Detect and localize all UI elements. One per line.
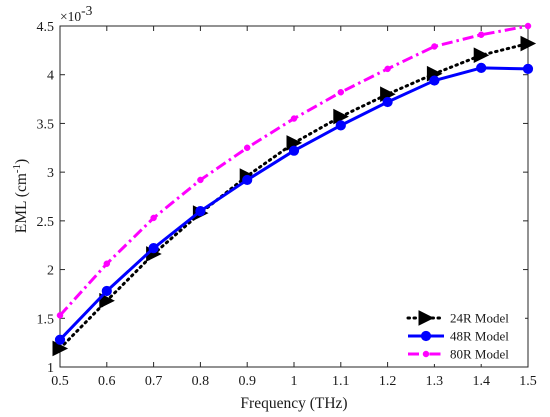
legend-label: 80R Model xyxy=(450,347,509,362)
y-tick-label: 1.5 xyxy=(37,312,55,327)
x-tick-label: 1.5 xyxy=(519,374,537,389)
x-tick-label: 1 xyxy=(291,374,298,389)
series-3 xyxy=(56,22,532,319)
y-tick-label: 1 xyxy=(47,361,54,376)
data-point xyxy=(290,115,298,122)
data-point xyxy=(52,340,69,357)
axis-ticks xyxy=(59,25,529,368)
x-tick-label: 0.5 xyxy=(51,374,69,389)
data-point xyxy=(337,89,345,96)
data-point xyxy=(476,62,487,73)
legend: 24R Model 48R Model 80R Model xyxy=(402,307,525,364)
data-point xyxy=(148,243,159,254)
data-point xyxy=(522,63,534,74)
x-tick-label: 0.8 xyxy=(192,374,210,389)
data-point xyxy=(101,285,112,297)
legend-marker xyxy=(422,350,430,358)
data-point xyxy=(431,43,438,50)
y-axis-title: EML (cm-1) xyxy=(11,159,30,233)
x-axis-title: Frequency (THz) xyxy=(240,395,347,412)
legend-marker xyxy=(418,310,435,326)
legend-entry: 24R Model xyxy=(406,310,509,326)
y-tick-label: 2 xyxy=(47,264,54,279)
y-tick-label: 4.5 xyxy=(37,20,55,35)
data-point xyxy=(243,144,251,152)
y-tick-label: 2.5 xyxy=(37,215,55,230)
data-point xyxy=(195,206,206,217)
data-point xyxy=(477,31,485,39)
data-point xyxy=(288,145,300,156)
legend-label: 48R Model xyxy=(450,329,509,344)
data-point xyxy=(99,292,115,309)
data-point xyxy=(54,334,66,345)
y-tick-label: 3.5 xyxy=(37,117,55,132)
data-point xyxy=(429,75,440,86)
legend-marker xyxy=(420,330,432,342)
legend-label: 24R Model xyxy=(450,311,509,326)
x-tick-label: 0.6 xyxy=(98,374,116,389)
y-tick-label: 4 xyxy=(47,69,54,84)
x-tick-label: 1.4 xyxy=(472,374,490,389)
axis-tick-labels: 0.5 0.6 0.7 0.8 0.9 1 1.1 1.2 1.3 1.4 1.5 1 1.5 2 2.5 3… xyxy=(37,20,537,389)
x-tick-label: 1.2 xyxy=(379,374,397,389)
data-point xyxy=(333,108,349,125)
x-tick-label: 0.7 xyxy=(145,374,163,389)
x-tick-label: 1.3 xyxy=(426,374,444,389)
data-point xyxy=(56,312,64,319)
legend-entry: 48R Model xyxy=(408,329,509,344)
data-point xyxy=(197,176,204,184)
series-layer xyxy=(52,22,537,357)
data-point xyxy=(103,260,111,267)
data-point xyxy=(524,22,532,30)
y-tick-label: 3 xyxy=(47,166,54,181)
x-tick-label: 1.1 xyxy=(332,374,350,389)
data-point xyxy=(473,47,490,64)
data-point xyxy=(384,65,391,73)
series-2 xyxy=(54,62,534,345)
data-point xyxy=(242,174,253,186)
legend-entry: 80R Model xyxy=(408,347,509,362)
data-point xyxy=(520,35,537,52)
y-exponent-label: ×10-3 xyxy=(60,3,93,24)
data-point xyxy=(335,120,346,131)
data-point xyxy=(382,96,393,108)
x-tick-label: 0.9 xyxy=(238,374,256,389)
data-point xyxy=(150,214,157,222)
